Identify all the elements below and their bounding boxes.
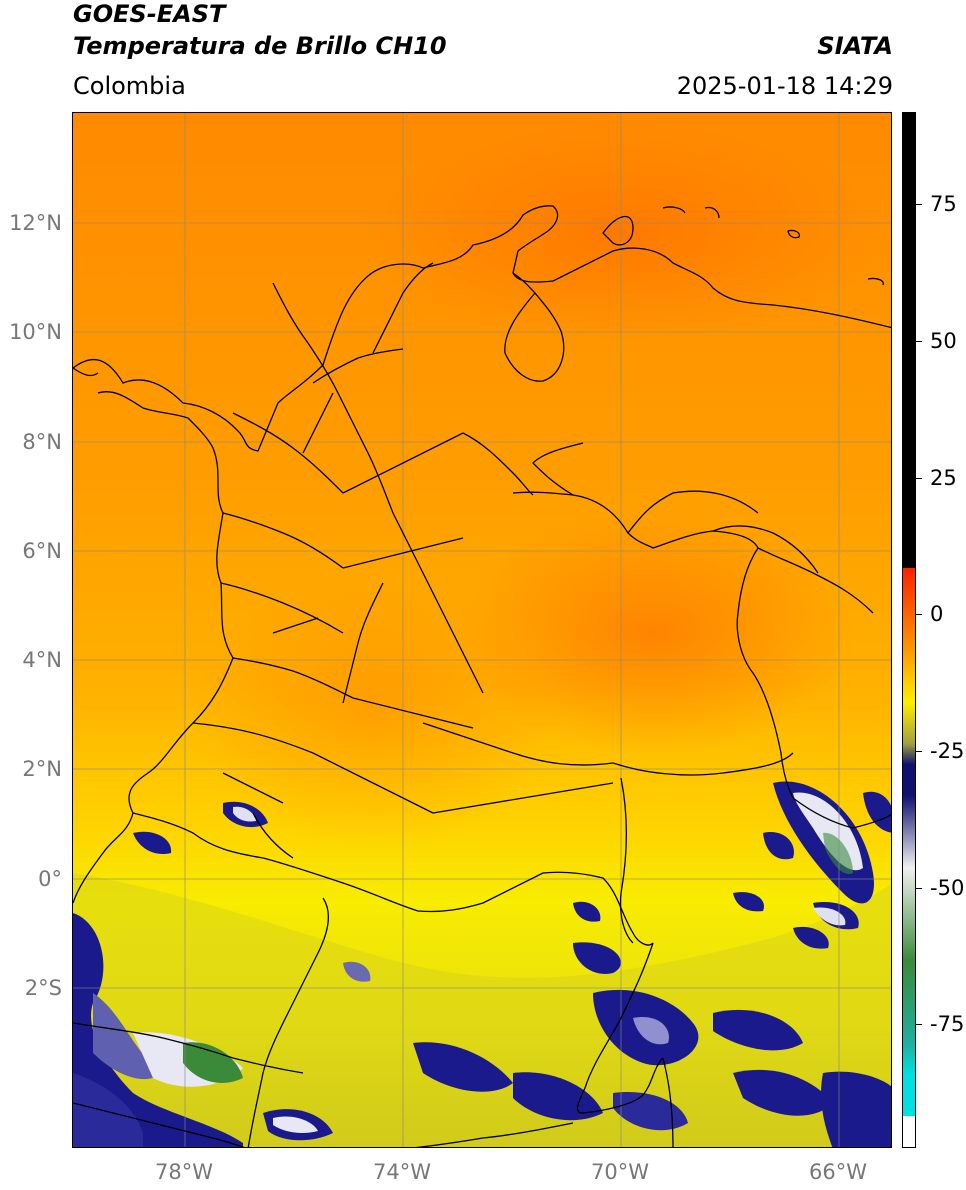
cbar-label-75: 75 (930, 192, 957, 216)
cbar-label-25: 25 (930, 466, 957, 490)
lat-label-4n: 4°N (22, 648, 62, 672)
lon-label-70w: 70°W (591, 1160, 649, 1184)
south-olive-haze (73, 873, 891, 1147)
brightness-temperature-map (73, 113, 891, 1147)
source-label: SIATA (817, 32, 893, 60)
cbar-tick (916, 204, 922, 205)
map-panel (72, 112, 892, 1148)
cbar-label-minus25: -25 (930, 739, 965, 763)
lat-label-6n: 6°N (22, 539, 62, 563)
cbar-tick (916, 341, 922, 342)
lon-label-74w: 74°W (373, 1160, 431, 1184)
datetime-label: 2025-01-18 14:29 (676, 72, 893, 100)
lat-label-10n: 10°N (9, 320, 62, 344)
cbar-tick (916, 478, 922, 479)
cbar-label-50: 50 (930, 329, 957, 353)
lat-label-0: 0° (38, 867, 62, 891)
cbar-label-minus75: -75 (930, 1012, 965, 1036)
cbar-tick (916, 751, 922, 752)
lat-label-2s: 2°S (24, 976, 62, 1000)
cbar-label-0: 0 (930, 602, 944, 626)
lat-label-12n: 12°N (9, 211, 62, 235)
region-label: Colombia (73, 72, 186, 100)
lat-label-8n: 8°N (22, 430, 62, 454)
lat-label-2n: 2°N (22, 757, 62, 781)
title-product: Temperatura de Brillo CH10 (73, 32, 447, 60)
lon-label-66w: 66°W (809, 1160, 867, 1184)
cbar-tick (916, 1024, 922, 1025)
cbar-tick (916, 614, 922, 615)
temperature-colorbar (902, 112, 916, 1148)
lon-label-78w: 78°W (155, 1160, 213, 1184)
graticule (73, 113, 891, 1147)
title-satellite: GOES-EAST (73, 0, 226, 28)
cbar-label-minus50: -50 (930, 876, 965, 900)
cold-clouds (73, 781, 891, 1147)
cbar-tick (916, 888, 922, 889)
borders (73, 205, 891, 1147)
